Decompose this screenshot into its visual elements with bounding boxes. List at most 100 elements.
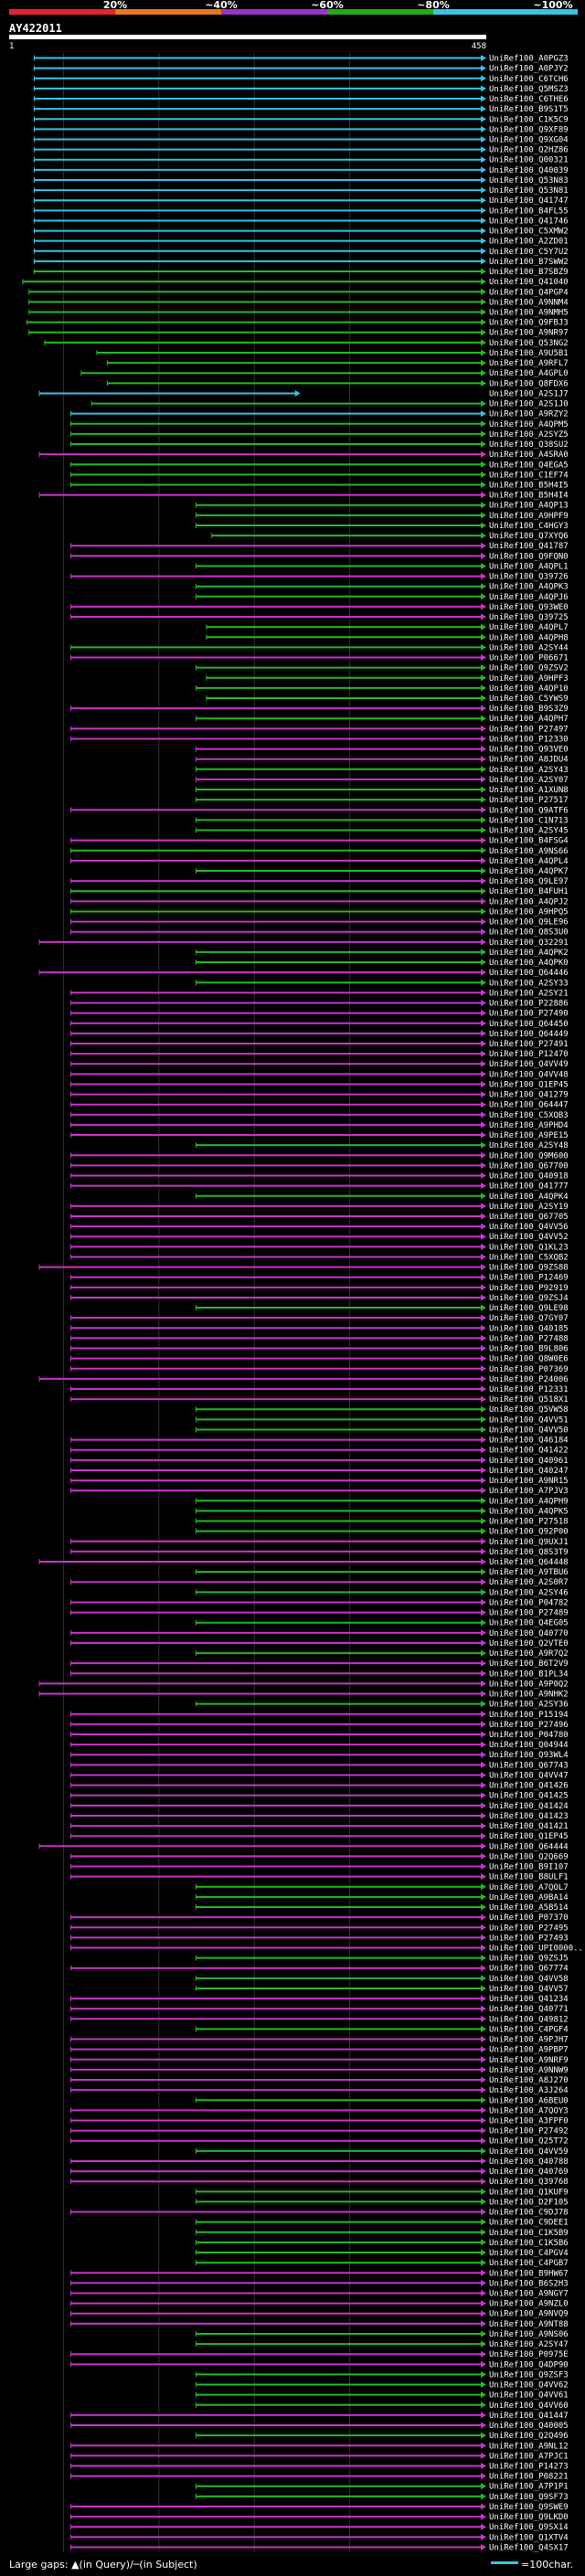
hit-label[interactable]: UniRef100_Q4VV50: [489, 1426, 569, 1435]
hit-row[interactable]: UniRef100_Q9M600: [69, 1151, 569, 1161]
hit-row[interactable]: UniRef100_Q40769: [69, 2168, 569, 2177]
hit-label[interactable]: UniRef100_A9PHD4: [489, 1121, 569, 1130]
hit-row[interactable]: UniRef100_Q4EGA5: [69, 461, 569, 470]
hit-row[interactable]: UniRef100_Q39725: [69, 613, 569, 622]
hit-row[interactable]: UniRef100_A7QOY3: [69, 2106, 569, 2115]
hit-label[interactable]: UniRef100_A4QPL1: [489, 562, 569, 571]
hit-row[interactable]: UniRef100_A2S1J7: [38, 389, 569, 398]
hit-label[interactable]: UniRef100_A9NL12: [489, 2442, 569, 2451]
hit-row[interactable]: UniRef100_C1K5B6: [195, 2239, 569, 2248]
hit-row[interactable]: UniRef100_A9PE15: [69, 1131, 569, 1140]
hit-label[interactable]: UniRef100_A9PBP7: [489, 2046, 569, 2055]
hit-label[interactable]: UniRef100_Q39726: [489, 573, 569, 582]
hit-label[interactable]: UniRef100_A4QP10: [489, 684, 569, 694]
hit-label[interactable]: UniRef100_B4FUH1: [489, 887, 569, 896]
hit-label[interactable]: UniRef100_Q1KUF9: [489, 2188, 569, 2197]
hit-label[interactable]: UniRef100_A4QPK2: [489, 949, 569, 958]
hit-row[interactable]: UniRef100_B9I107: [69, 1863, 569, 1872]
hit-row[interactable]: UniRef100_Q9XG04: [33, 136, 569, 145]
hit-row[interactable]: UniRef100_A9NZL0: [69, 2300, 569, 2309]
hit-row[interactable]: UniRef100_Q9SF73: [195, 2493, 569, 2502]
hit-row[interactable]: UniRef100_B9S1T5: [33, 105, 569, 114]
hit-row[interactable]: UniRef100_A2S1J0: [90, 400, 569, 409]
hit-row[interactable]: UniRef100_A9R7Q2: [195, 1649, 569, 1659]
hit-row[interactable]: UniRef100_A4QPK0: [195, 959, 569, 968]
hit-label[interactable]: UniRef100_Q41423: [489, 1812, 569, 1821]
hit-row[interactable]: UniRef100_Q64450: [69, 1020, 569, 1029]
hit-label[interactable]: UniRef100_A2SY46: [489, 1588, 569, 1597]
hit-label[interactable]: UniRef100_UPI0000...: [489, 1944, 585, 1953]
hit-label[interactable]: UniRef100_A9NNW9: [489, 2066, 569, 2075]
hit-label[interactable]: UniRef100_Q46184: [489, 1436, 569, 1446]
hit-label[interactable]: UniRef100_C1K5B9: [489, 2229, 569, 2238]
hit-label[interactable]: UniRef100_A4QPK4: [489, 1193, 569, 1202]
hit-label[interactable]: UniRef100_A0PJY2: [489, 65, 569, 74]
hit-row[interactable]: UniRef100_Q1KUF9: [195, 2188, 569, 2197]
hit-label[interactable]: UniRef100_P27495: [489, 1924, 569, 1933]
hit-label[interactable]: UniRef100_P07370: [489, 1913, 569, 1923]
hit-row[interactable]: UniRef100_A2S0R7: [69, 1578, 569, 1587]
hit-label[interactable]: UniRef100_Q93VE0: [489, 746, 569, 755]
hit-row[interactable]: UniRef100_P24006: [38, 1375, 569, 1384]
hit-label[interactable]: UniRef100_Q41424: [489, 1802, 569, 1811]
hit-row[interactable]: UniRef100_P27493: [69, 1934, 569, 1943]
hit-row[interactable]: UniRef100_A1XUN8: [195, 786, 569, 795]
hit-row[interactable]: UniRef100_Q39726: [69, 573, 569, 582]
hit-row[interactable]: UniRef100_P27489: [69, 1609, 569, 1618]
hit-row[interactable]: UniRef100_P14273: [69, 2462, 569, 2471]
hit-row[interactable]: UniRef100_Q53NG2: [44, 339, 569, 348]
hit-label[interactable]: UniRef100_C9DEE1: [489, 2219, 569, 2228]
hit-label[interactable]: UniRef100_Q40185: [489, 1324, 569, 1333]
hit-label[interactable]: UniRef100_A9NS66: [489, 847, 569, 856]
hit-row[interactable]: UniRef100_A4QPK3: [195, 583, 569, 592]
hit-label[interactable]: UniRef100_A9NT88: [489, 2320, 569, 2329]
hit-row[interactable]: UniRef100_P27497: [69, 725, 569, 734]
hit-label[interactable]: UniRef100_Q64449: [489, 1030, 569, 1039]
hit-label[interactable]: UniRef100_A4QP13: [489, 502, 569, 511]
hit-label[interactable]: UniRef100_A9BA14: [489, 1893, 569, 1903]
hit-label[interactable]: UniRef100_Q4EG05: [489, 1619, 569, 1628]
hit-label[interactable]: UniRef100_A9NMH5: [489, 309, 569, 318]
hit-row[interactable]: UniRef100_A9BA14: [195, 1893, 569, 1903]
hit-label[interactable]: UniRef100_Q4VV57: [489, 1985, 569, 1994]
hit-row[interactable]: UniRef100_P04780: [69, 1731, 569, 1740]
hit-row[interactable]: UniRef100_B6S2H3: [69, 2279, 569, 2288]
hit-row[interactable]: UniRef100_A3FPF0: [69, 2116, 569, 2125]
hit-row[interactable]: UniRef100_Q40247: [69, 1467, 569, 1476]
hit-row[interactable]: UniRef100_Q67743: [69, 1761, 569, 1770]
hit-label[interactable]: UniRef100_Q4VV51: [489, 1415, 569, 1425]
hit-label[interactable]: UniRef100_P04782: [489, 1598, 569, 1607]
hit-label[interactable]: UniRef100_Q4VV58: [489, 1975, 569, 1984]
hit-label[interactable]: UniRef100_Q4VV49: [489, 1060, 569, 1069]
hit-label[interactable]: UniRef100_Q40769: [489, 2168, 569, 2177]
hit-label[interactable]: UniRef100_Q53N81: [489, 186, 569, 196]
hit-label[interactable]: UniRef100_C4PGF4: [489, 2025, 569, 2034]
hit-label[interactable]: UniRef100_B5H4I4: [489, 492, 569, 501]
hit-row[interactable]: UniRef100_Q40771: [69, 2005, 569, 2014]
hit-row[interactable]: UniRef100_Q7XYQ6: [211, 532, 569, 541]
hit-label[interactable]: UniRef100_Q9ZS88: [489, 1264, 569, 1273]
hit-row[interactable]: UniRef100_P27496: [69, 1721, 569, 1730]
hit-row[interactable]: UniRef100_A8J270: [69, 2076, 569, 2085]
hit-label[interactable]: UniRef100_P27489: [489, 1609, 569, 1618]
hit-row[interactable]: UniRef100_Q04944: [69, 1741, 569, 1750]
hit-row[interactable]: UniRef100_Q46184: [69, 1436, 569, 1446]
hit-label[interactable]: UniRef100_A9P0Q2: [489, 1680, 569, 1689]
hit-row[interactable]: UniRef100_Q93VE0: [195, 746, 569, 755]
hit-label[interactable]: UniRef100_P27493: [489, 1934, 569, 1943]
hit-row[interactable]: UniRef100_Q1EP45: [69, 1080, 569, 1089]
hit-row[interactable]: UniRef100_B5H4I4: [38, 492, 569, 501]
hit-row[interactable]: UniRef100_A9RFL7: [106, 359, 569, 368]
hit-label[interactable]: UniRef100_Q7XYQ6: [489, 532, 569, 541]
hit-label[interactable]: UniRef100_P07369: [489, 1365, 569, 1374]
hit-row[interactable]: UniRef100_Q7GY07: [69, 1314, 569, 1323]
hit-label[interactable]: UniRef100_Q39768: [489, 2178, 569, 2187]
hit-label[interactable]: UniRef100_Q49812: [489, 2015, 569, 2024]
hit-row[interactable]: UniRef100_Q9ZS88: [38, 1264, 569, 1273]
hit-row[interactable]: UniRef100_A9NMH5: [28, 309, 569, 318]
hit-row[interactable]: UniRef100_A0PJY2: [33, 65, 569, 74]
hit-label[interactable]: UniRef100_Q8FDX6: [489, 379, 569, 388]
hit-row[interactable]: UniRef100_B6T2V9: [69, 1659, 569, 1669]
hit-row[interactable]: UniRef100_P27518: [195, 1518, 569, 1527]
hit-row[interactable]: UniRef100_A9NS66: [69, 847, 569, 856]
